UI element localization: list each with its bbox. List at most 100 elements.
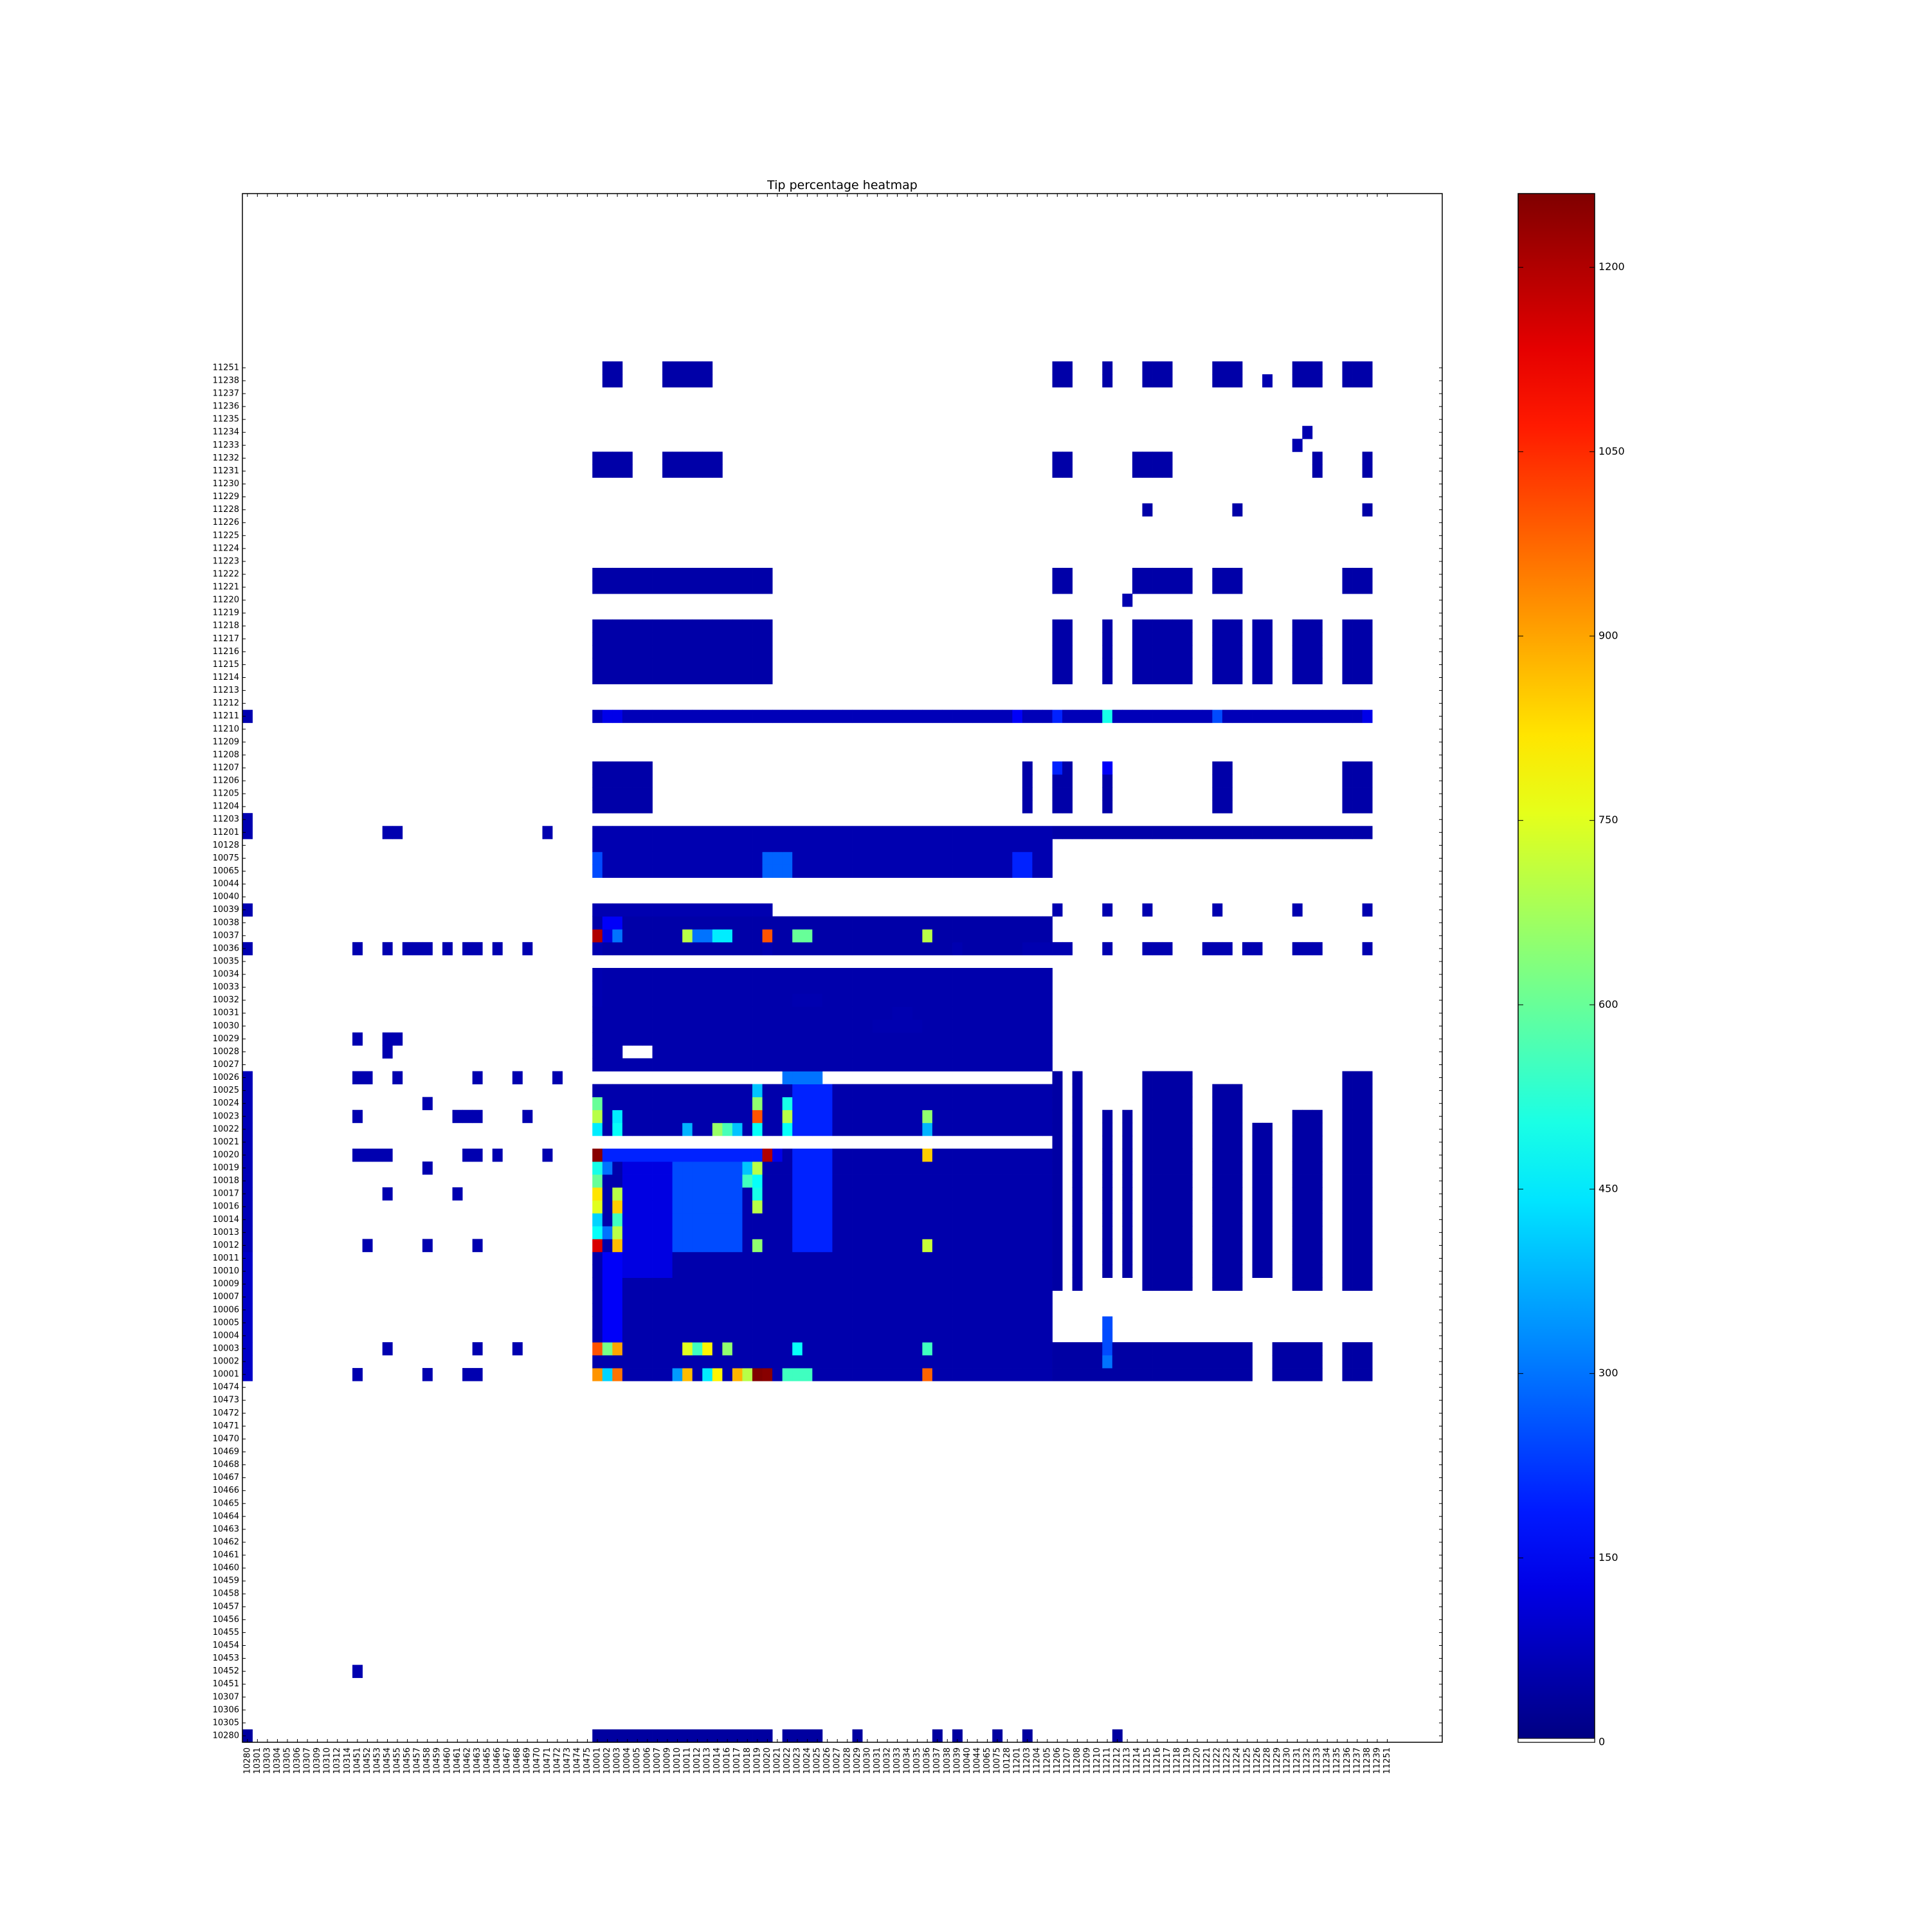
heatmap-cell xyxy=(1022,1226,1033,1239)
heatmap-cell xyxy=(812,1303,823,1317)
heatmap-cell xyxy=(822,1174,833,1188)
y-tick-label: 10452 xyxy=(213,1666,239,1676)
heatmap-cell xyxy=(672,1084,683,1098)
heatmap-cell xyxy=(1292,1342,1303,1356)
colorbar-tick-label: 300 xyxy=(1598,1367,1618,1379)
heatmap-cell xyxy=(692,619,703,633)
heatmap-cell xyxy=(702,645,713,659)
heatmap-cell xyxy=(1052,451,1063,465)
heatmap-cell xyxy=(852,1329,863,1343)
heatmap-cell xyxy=(1032,929,1043,943)
heatmap-cell xyxy=(602,1122,613,1136)
heatmap-cell xyxy=(1052,774,1063,788)
heatmap-cell xyxy=(792,1019,803,1033)
heatmap-cell xyxy=(712,929,723,943)
heatmap-cell xyxy=(712,864,723,878)
heatmap-cell xyxy=(622,800,633,814)
heatmap-cell xyxy=(912,1290,923,1304)
heatmap-cell xyxy=(612,1109,623,1124)
x-tick-label: 11235 xyxy=(1332,1747,1342,1774)
heatmap-cell xyxy=(1022,709,1033,724)
heatmap-cell xyxy=(612,581,623,594)
heatmap-cell xyxy=(1162,1252,1173,1265)
heatmap-cell xyxy=(632,632,643,646)
colorbar-tick-label: 150 xyxy=(1598,1551,1618,1563)
heatmap-cell xyxy=(1302,1368,1313,1381)
x-tick-label: 11231 xyxy=(1292,1747,1302,1774)
heatmap-cell xyxy=(732,981,743,994)
heatmap-cell xyxy=(1042,981,1053,994)
heatmap-cell xyxy=(1292,1368,1303,1381)
heatmap-cell xyxy=(1342,1148,1353,1162)
x-tick-label: 10309 xyxy=(312,1747,322,1774)
heatmap-cell xyxy=(972,709,983,724)
heatmap-cell xyxy=(882,1213,893,1226)
heatmap-cell xyxy=(722,567,733,581)
y-tick-label: 10471 xyxy=(213,1421,239,1431)
heatmap-cell xyxy=(902,1200,913,1214)
heatmap-cell xyxy=(642,1122,653,1136)
heatmap-cell xyxy=(1362,903,1373,917)
heatmap-cell xyxy=(732,619,743,633)
heatmap-cell xyxy=(1162,1084,1173,1098)
heatmap-cell xyxy=(1342,1226,1353,1239)
heatmap-cell xyxy=(1182,1264,1193,1278)
heatmap-cell xyxy=(592,1316,603,1330)
heatmap-cell xyxy=(622,464,633,478)
heatmap-cell xyxy=(722,671,733,684)
heatmap-cell xyxy=(892,994,903,1007)
heatmap-cell xyxy=(792,864,803,878)
heatmap-cell xyxy=(802,994,813,1007)
heatmap-cell xyxy=(632,1162,643,1175)
heatmap-cell xyxy=(1082,1355,1093,1369)
heatmap-cell xyxy=(642,1252,653,1265)
heatmap-cell xyxy=(1222,619,1233,633)
y-tick-label: 10463 xyxy=(213,1524,239,1534)
y-tick-label: 10004 xyxy=(213,1331,239,1340)
heatmap-cell xyxy=(742,1329,753,1343)
heatmap-cell xyxy=(1242,826,1253,839)
heatmap-cell xyxy=(1042,1200,1053,1214)
heatmap-cell xyxy=(1012,1148,1023,1162)
heatmap-cell xyxy=(782,826,793,839)
heatmap-cell xyxy=(712,1019,723,1033)
heatmap-cell xyxy=(1172,658,1183,671)
heatmap-cell xyxy=(1102,1239,1113,1252)
heatmap-cell xyxy=(722,981,733,994)
heatmap-cell xyxy=(852,1303,863,1317)
heatmap-cell xyxy=(972,1148,983,1162)
heatmap-cell xyxy=(1052,761,1063,775)
heatmap-cell xyxy=(822,929,833,943)
heatmap-cell xyxy=(752,619,763,633)
heatmap-cell xyxy=(742,1162,753,1175)
heatmap-cell xyxy=(892,942,903,956)
heatmap-cell xyxy=(872,994,883,1007)
y-tick-label: 11221 xyxy=(213,583,239,592)
heatmap-cell xyxy=(952,1019,963,1033)
heatmap-cell xyxy=(812,1355,823,1369)
heatmap-cell xyxy=(1052,1084,1063,1098)
heatmap-cell xyxy=(722,1174,733,1188)
heatmap-cell xyxy=(652,826,663,839)
heatmap-cell xyxy=(892,826,903,839)
y-tick-label: 11212 xyxy=(213,698,239,708)
heatmap-cell xyxy=(642,658,653,671)
heatmap-cell xyxy=(1052,464,1063,478)
heatmap-cell xyxy=(922,1148,933,1162)
heatmap-cell xyxy=(822,1264,833,1278)
heatmap-cell xyxy=(1172,1277,1183,1291)
heatmap-cell xyxy=(1032,1122,1043,1136)
heatmap-cell xyxy=(1342,826,1353,839)
heatmap-cell xyxy=(592,1200,603,1214)
heatmap-cell xyxy=(882,839,893,852)
x-tick-label: 11219 xyxy=(1182,1747,1192,1774)
heatmap-cell xyxy=(602,1252,613,1265)
y-tick-label: 10307 xyxy=(213,1692,239,1702)
heatmap-cell xyxy=(1232,671,1243,684)
heatmap-cell xyxy=(942,929,953,943)
heatmap-cell xyxy=(822,1226,833,1239)
heatmap-cell xyxy=(962,1290,973,1304)
heatmap-cell xyxy=(242,1200,253,1214)
heatmap-cell xyxy=(1232,632,1243,646)
heatmap-cell xyxy=(1152,1200,1163,1214)
